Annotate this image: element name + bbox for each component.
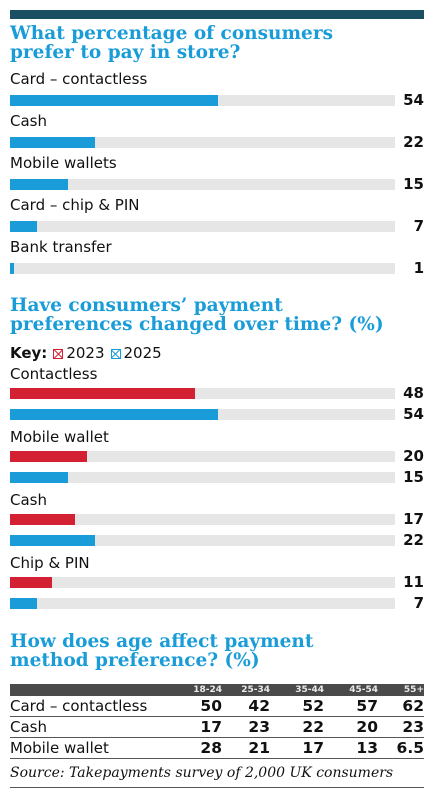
- legend-label-2025: 2025: [123, 344, 162, 362]
- value-label: 7: [413, 217, 424, 235]
- bar: [10, 221, 37, 232]
- age-table: 18-24 25-34 35-44 45-54 55+ Card – conta…: [10, 684, 424, 759]
- bottom-rule: [10, 787, 424, 788]
- category-label: Card – contactless: [10, 70, 148, 88]
- table-cell: 52: [276, 696, 330, 717]
- category-label: Mobile wallet: [10, 428, 109, 446]
- table-cell: 17: [276, 737, 330, 759]
- value-label-2023: 11: [403, 573, 424, 591]
- bar: [10, 179, 68, 190]
- age-table-header: 18-24 25-34 35-44 45-54 55+: [10, 684, 424, 696]
- age-header-col: 18-24: [176, 684, 222, 696]
- bar-track: [10, 598, 395, 609]
- bar-2025: [10, 409, 218, 420]
- bar-track: [10, 451, 395, 462]
- table-cell: 62: [384, 696, 424, 717]
- table-cell: 57: [330, 696, 384, 717]
- row-label: Mobile wallet: [10, 737, 176, 759]
- age-header-col: 55+: [384, 684, 424, 696]
- value-label-2025: 15: [403, 468, 424, 486]
- table-cell: 22: [276, 716, 330, 738]
- bar-2023: [10, 388, 195, 399]
- bar-track: [10, 577, 395, 588]
- value-label-2025: 7: [413, 594, 424, 612]
- bar: [10, 95, 218, 106]
- bar-2023: [10, 451, 87, 462]
- bar-track: [10, 221, 395, 232]
- table-cell: 50: [176, 696, 222, 717]
- chart2-title: Have consumers’ payment preferences chan…: [10, 295, 384, 335]
- table-row: Cash 17 23 22 20 23: [10, 716, 424, 738]
- bar-2025: [10, 598, 37, 609]
- value-label: 15: [403, 175, 424, 193]
- legend-swatch-2023: [53, 349, 64, 359]
- bar: [10, 137, 95, 148]
- category-label: Chip & PIN: [10, 554, 90, 572]
- value-label: 22: [403, 133, 424, 151]
- bar-track: [10, 472, 395, 483]
- table-cell: 42: [222, 696, 276, 717]
- table-cell: 20: [330, 716, 384, 738]
- legend-label-2023: 2023: [66, 344, 105, 362]
- bar-track: [10, 409, 395, 420]
- category-label: Cash: [10, 112, 47, 130]
- legend-key-label: Key:: [10, 344, 48, 362]
- table-cell: 23: [222, 716, 276, 738]
- age-header-blank: [10, 684, 176, 696]
- value-label-2023: 48: [403, 384, 424, 402]
- value-label-2023: 20: [403, 447, 424, 465]
- category-label: Mobile wallets: [10, 154, 117, 172]
- bar-track: [10, 137, 395, 148]
- table-cell: 17: [176, 716, 222, 738]
- value-label-2025: 54: [403, 405, 424, 423]
- age-header-col: 45-54: [330, 684, 384, 696]
- chart2-legend: Key: 2023 2025: [10, 344, 162, 362]
- bar-2025: [10, 535, 95, 546]
- table-cell: 28: [176, 737, 222, 759]
- bar: [10, 263, 14, 274]
- value-label-2025: 22: [403, 531, 424, 549]
- bar-track: [10, 535, 395, 546]
- bar-track: [10, 179, 395, 190]
- top-accent-bar: [10, 10, 424, 19]
- table-cell: 23: [384, 716, 424, 738]
- chart1-title: What percentage of consumers prefer to p…: [10, 23, 333, 63]
- category-label: Contactless: [10, 365, 98, 383]
- category-label: Bank transfer: [10, 238, 112, 256]
- bar-track: [10, 95, 395, 106]
- category-label: Card – chip & PIN: [10, 196, 140, 214]
- age-header-col: 25-34: [222, 684, 276, 696]
- chart3-title: How does age affect payment method prefe…: [10, 631, 314, 671]
- value-label: 54: [403, 91, 424, 109]
- table-cell: 21: [222, 737, 276, 759]
- value-label: 1: [413, 259, 424, 277]
- row-label: Cash: [10, 716, 176, 738]
- bar-track: [10, 514, 395, 525]
- table-cell: 6.5: [384, 737, 424, 759]
- bar-2023: [10, 514, 76, 525]
- table-cell: 13: [330, 737, 384, 759]
- category-label: Cash: [10, 491, 47, 509]
- table-row: Mobile wallet 28 21 17 13 6.5: [10, 737, 424, 759]
- bar-track: [10, 263, 395, 274]
- bar-track: [10, 388, 395, 399]
- value-label-2023: 17: [403, 510, 424, 528]
- age-header-col: 35-44: [276, 684, 330, 696]
- legend-swatch-2025: [110, 349, 121, 359]
- source-note: Source: Takepayments survey of 2,000 UK …: [10, 765, 394, 781]
- bar-2025: [10, 472, 68, 483]
- row-label: Card – contactless: [10, 696, 176, 717]
- table-row: Card – contactless 50 42 52 57 62: [10, 696, 424, 717]
- bar-2023: [10, 577, 53, 588]
